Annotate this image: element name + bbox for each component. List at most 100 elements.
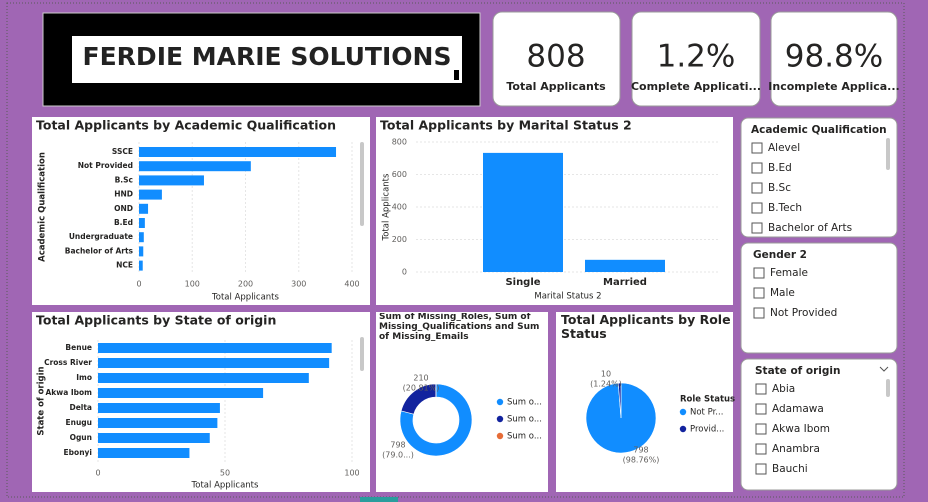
chart-title: Total Applicants by Role Status bbox=[561, 313, 731, 341]
slice bbox=[617, 382, 622, 419]
slicer-title: Gender 2 bbox=[753, 249, 807, 261]
y-tick-label: Not Provided bbox=[78, 161, 133, 170]
bar bbox=[98, 433, 210, 443]
slicer-item[interactable]: Not Provided bbox=[770, 307, 837, 319]
checkbox[interactable] bbox=[751, 142, 763, 154]
slicer-item[interactable]: Abia bbox=[772, 383, 795, 395]
bar bbox=[98, 343, 332, 353]
card bbox=[770, 11, 898, 107]
slicer-item[interactable]: Female bbox=[770, 267, 808, 279]
data-label: 798 bbox=[633, 446, 648, 455]
checkbox[interactable] bbox=[755, 403, 767, 415]
card-value: 1.2% bbox=[657, 39, 736, 75]
data-label: (98.76%) bbox=[623, 456, 660, 465]
scrollbar[interactable] bbox=[886, 138, 890, 170]
page-border bbox=[6, 2, 905, 498]
chart-title: Sum of Missing_Roles, Sum of Missing_Qua… bbox=[379, 313, 540, 342]
slice bbox=[399, 383, 473, 457]
slicer-item[interactable]: Adamawa bbox=[772, 403, 824, 415]
legend-entry: Provid... bbox=[690, 425, 724, 435]
data-label: 10 bbox=[601, 370, 611, 379]
checkbox[interactable] bbox=[751, 162, 763, 174]
x-axis-title: Total Applicants bbox=[211, 293, 279, 303]
chart-panel bbox=[32, 117, 370, 305]
x-tick-label: 100 bbox=[344, 469, 359, 478]
checkbox[interactable] bbox=[751, 202, 763, 214]
checkbox[interactable] bbox=[753, 267, 765, 279]
bar bbox=[139, 161, 251, 172]
y-tick-label: Bachelor of Arts bbox=[65, 246, 134, 255]
y-tick-label: 600 bbox=[392, 170, 407, 179]
slicer-panel bbox=[740, 242, 898, 354]
x-axis-title: Total Applicants bbox=[191, 481, 259, 491]
data-label: 210 bbox=[413, 374, 428, 383]
y-tick-label: Enugu bbox=[65, 418, 92, 427]
legend-marker bbox=[679, 408, 687, 416]
chart-panel bbox=[32, 312, 370, 492]
checkbox[interactable] bbox=[755, 383, 767, 395]
scrollbar[interactable] bbox=[886, 379, 890, 397]
slicer-item[interactable]: Bauchi bbox=[772, 463, 808, 475]
y-axis-title: State of origin bbox=[37, 366, 47, 435]
legend-entry: Sum o... bbox=[507, 415, 542, 425]
legend-title: Role Status bbox=[680, 395, 735, 405]
slicer-title: State of origin bbox=[755, 365, 840, 377]
slicer-item[interactable]: B.Ed bbox=[768, 162, 792, 174]
y-tick-label: B.Sc bbox=[115, 175, 133, 184]
header-title: FERDIE MARIE SOLUTIONS bbox=[83, 42, 452, 71]
y-tick-label: 0 bbox=[402, 268, 407, 277]
x-tick-label: Single bbox=[505, 277, 540, 288]
checkbox[interactable] bbox=[751, 182, 763, 194]
page-tab[interactable] bbox=[360, 497, 398, 502]
bar bbox=[585, 259, 665, 272]
data-label: 798 bbox=[390, 441, 405, 450]
slicer-item[interactable]: Akwa Ibom bbox=[772, 423, 830, 435]
dropdown-chevron[interactable] bbox=[879, 366, 889, 372]
y-tick-label: Ogun bbox=[70, 433, 92, 442]
x-tick-label: 200 bbox=[238, 280, 253, 289]
chart-title-box: Sum of Missing_Roles, Sum of Missing_Qua… bbox=[379, 313, 540, 342]
y-axis-title: Total Applicants bbox=[382, 173, 392, 241]
slicer-title: Academic Qualification bbox=[751, 124, 887, 136]
slicer-item[interactable]: Alevel bbox=[768, 142, 800, 154]
checkbox[interactable] bbox=[751, 222, 763, 234]
chart-title: Total Applicants by Marital Status 2 bbox=[380, 118, 632, 133]
bar bbox=[139, 147, 337, 157]
checkbox[interactable] bbox=[755, 463, 767, 475]
y-tick-label: Delta bbox=[69, 403, 92, 412]
slicer-panel bbox=[740, 117, 898, 238]
slicer-item[interactable]: B.Sc bbox=[768, 182, 791, 194]
header-inner bbox=[72, 36, 462, 83]
x-tick-label: 100 bbox=[185, 280, 200, 289]
bar bbox=[139, 189, 162, 200]
header-mark bbox=[454, 70, 459, 80]
y-tick-label: Undergraduate bbox=[69, 232, 133, 241]
y-tick-label: OND bbox=[114, 204, 133, 213]
checkbox[interactable] bbox=[755, 423, 767, 435]
card bbox=[492, 11, 621, 107]
checkbox[interactable] bbox=[753, 307, 765, 319]
slicer-item[interactable]: Male bbox=[770, 287, 795, 299]
y-tick-label: 800 bbox=[392, 138, 407, 147]
bar bbox=[98, 373, 309, 383]
card-label: Incomplete Applica... bbox=[768, 80, 899, 93]
bar bbox=[98, 358, 330, 368]
bar bbox=[483, 152, 563, 272]
slicer-item[interactable]: Bachelor of Arts bbox=[768, 222, 852, 234]
slicer-panel bbox=[740, 358, 898, 491]
card-value: 808 bbox=[526, 39, 585, 75]
checkbox[interactable] bbox=[755, 443, 767, 455]
y-tick-label: Ebonyi bbox=[64, 448, 92, 457]
checkbox[interactable] bbox=[753, 287, 765, 299]
slicer-item[interactable]: B.Tech bbox=[768, 202, 802, 214]
x-tick-label: 0 bbox=[136, 280, 141, 289]
scrollbar[interactable] bbox=[360, 337, 364, 371]
slicer-item[interactable]: Anambra bbox=[772, 443, 820, 455]
scrollbar[interactable] bbox=[360, 142, 364, 226]
y-tick-label: Akwa Ibom bbox=[45, 388, 92, 397]
legend-marker bbox=[496, 432, 504, 440]
y-tick-label: 400 bbox=[392, 203, 407, 212]
legend-entry: Not Pr... bbox=[690, 408, 723, 418]
x-tick-label: 50 bbox=[220, 469, 230, 478]
